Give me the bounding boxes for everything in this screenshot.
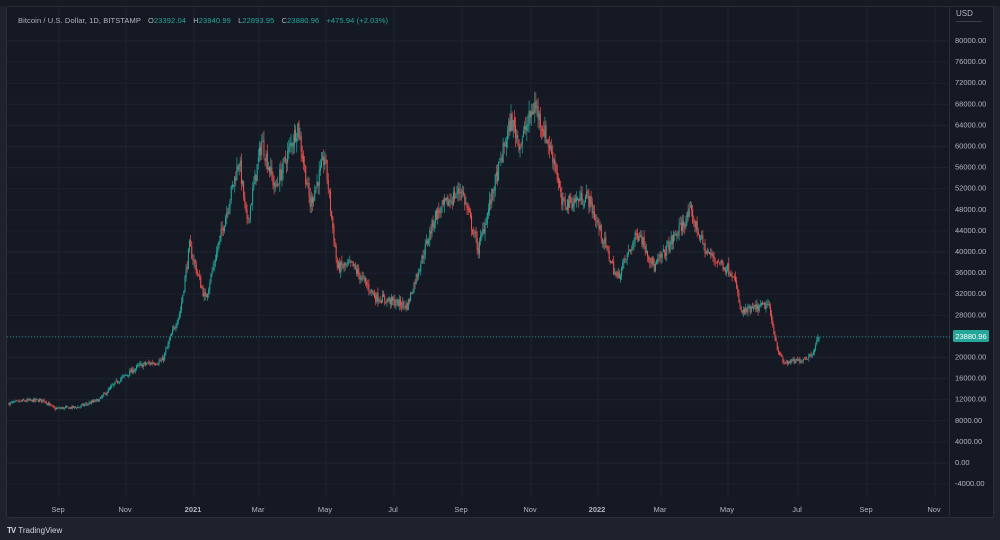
symbol-legend: Bitcoin / U.S. Dollar, 1D, BITSTAMP O233… <box>18 16 388 25</box>
low-value: 22893.95 <box>242 16 275 25</box>
tradingview-branding[interactable]: TV TradingView <box>7 526 62 535</box>
low-label: L <box>238 16 243 25</box>
candlestick-chart[interactable] <box>7 7 951 519</box>
tradingview-logo-icon: TV <box>7 526 16 535</box>
high-value: 23940.99 <box>198 16 231 25</box>
currency-label[interactable]: USD <box>956 9 973 18</box>
open-value: 23392.04 <box>153 16 187 25</box>
currency-underline <box>956 21 982 22</box>
high-label: H <box>193 16 199 25</box>
chart-pane[interactable]: Bitcoin / U.S. Dollar, 1D, BITSTAMP O233… <box>6 6 951 519</box>
price-axis-pane[interactable] <box>950 6 994 518</box>
close-label: C <box>281 16 288 25</box>
top-toolbar-strip <box>0 0 1000 6</box>
open-label: O <box>148 16 154 25</box>
change-value: +475.94 (+2.03%) <box>326 16 389 25</box>
symbol-title[interactable]: Bitcoin / U.S. Dollar, 1D, BITSTAMP <box>18 16 141 25</box>
close-value: 23880.96 <box>287 16 320 25</box>
brand-name: TradingView <box>18 526 63 535</box>
footer-bar: TV TradingView <box>0 518 1000 540</box>
